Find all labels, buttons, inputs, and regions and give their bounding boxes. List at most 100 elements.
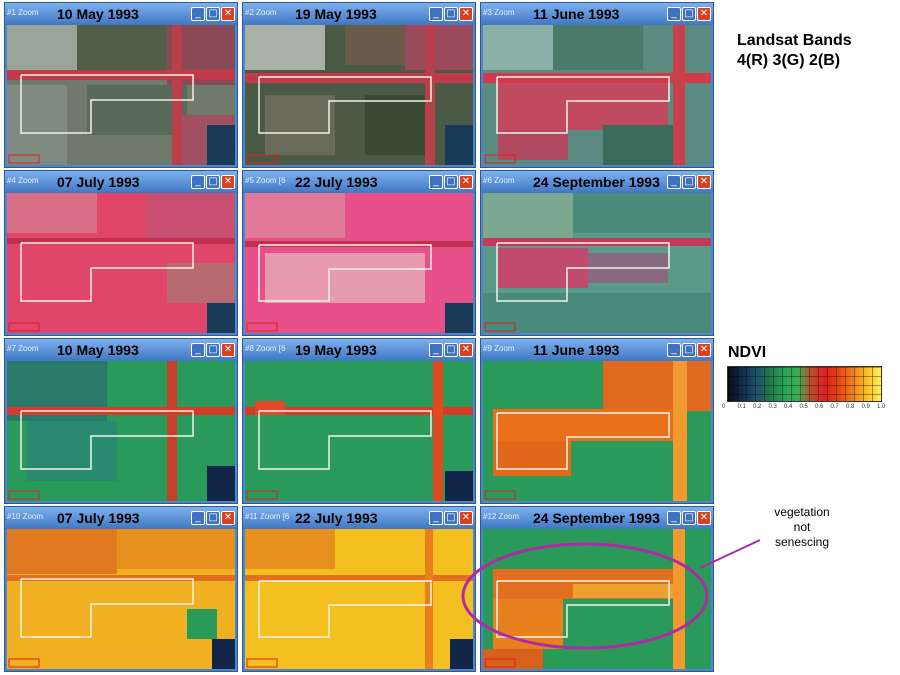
- minimize-button[interactable]: _: [429, 175, 443, 189]
- maximize-button[interactable]: □: [206, 511, 220, 525]
- window-date: 11 June 1993: [533, 342, 620, 358]
- vegetation-annotation: vegetation not senescing: [757, 505, 847, 550]
- close-button[interactable]: ✕: [459, 511, 473, 525]
- window-tag: #12 Zoom: [483, 512, 520, 521]
- close-button[interactable]: ✕: [459, 343, 473, 357]
- window-titlebar[interactable]: #10 Zoom 07 July 1993 _ □ ✕: [5, 507, 237, 529]
- zoom-window-2[interactable]: #2 Zoom 19 May 1993 _ □ ✕: [242, 2, 476, 168]
- close-button[interactable]: ✕: [697, 343, 711, 357]
- zoom-image[interactable]: [245, 25, 473, 165]
- window-titlebar[interactable]: #7 Zoom 10 May 1993 _ □ ✕: [5, 339, 237, 361]
- minimize-button[interactable]: _: [667, 175, 681, 189]
- minimize-button[interactable]: _: [191, 7, 205, 21]
- ndvi-tick-label: 0: [722, 404, 726, 410]
- window-titlebar[interactable]: #11 Zoom [6 22 July 1993 _ □ ✕: [243, 507, 475, 529]
- zoom-window-9[interactable]: #9 Zoom 11 June 1993 _ □ ✕: [480, 338, 714, 504]
- minimize-button[interactable]: _: [429, 7, 443, 21]
- close-button[interactable]: ✕: [697, 511, 711, 525]
- close-button[interactable]: ✕: [459, 175, 473, 189]
- zoom-window-7[interactable]: #7 Zoom 10 May 1993 _ □ ✕: [4, 338, 238, 504]
- window-date: 22 July 1993: [295, 174, 378, 190]
- window-tag: #1 Zoom: [7, 8, 39, 17]
- window-tag: #11 Zoom [6: [245, 512, 290, 521]
- maximize-button[interactable]: □: [682, 511, 696, 525]
- minimize-button[interactable]: _: [429, 343, 443, 357]
- ndvi-tick-label: 1.0: [877, 404, 886, 410]
- window-titlebar[interactable]: #2 Zoom 19 May 1993 _ □ ✕: [243, 3, 475, 25]
- minimize-button[interactable]: _: [667, 7, 681, 21]
- zoom-image[interactable]: [483, 25, 711, 165]
- annotation-line: vegetation: [774, 505, 830, 519]
- zoom-image[interactable]: [483, 193, 711, 333]
- maximize-button[interactable]: □: [682, 7, 696, 21]
- zoom-image[interactable]: [483, 361, 711, 501]
- maximize-button[interactable]: □: [206, 7, 220, 21]
- window-titlebar[interactable]: #1 Zoom 10 May 1993 _ □ ✕: [5, 3, 237, 25]
- window-date: 22 July 1993: [295, 510, 378, 526]
- maximize-button[interactable]: □: [206, 175, 220, 189]
- window-date: 19 May 1993: [295, 342, 377, 358]
- zoom-image[interactable]: [7, 25, 235, 165]
- close-button[interactable]: ✕: [221, 175, 235, 189]
- close-button[interactable]: ✕: [221, 7, 235, 21]
- zoom-window-11[interactable]: #11 Zoom [6 22 July 1993 _ □ ✕: [242, 506, 476, 672]
- close-button[interactable]: ✕: [459, 7, 473, 21]
- close-button[interactable]: ✕: [697, 7, 711, 21]
- zoom-window-8[interactable]: #8 Zoom [6 19 May 1993 _ □ ✕: [242, 338, 476, 504]
- maximize-button[interactable]: □: [444, 175, 458, 189]
- rgb-heading-line2: 4(R) 3(G) 2(B): [737, 52, 841, 69]
- zoom-window-3[interactable]: #3 Zoom 11 June 1993 _ □ ✕: [480, 2, 714, 168]
- window-date: 11 June 1993: [533, 6, 620, 22]
- window-titlebar[interactable]: #4 Zoom 07 July 1993 _ □ ✕: [5, 171, 237, 193]
- maximize-button[interactable]: □: [682, 175, 696, 189]
- minimize-button[interactable]: _: [191, 511, 205, 525]
- window-titlebar[interactable]: #12 Zoom 24 September 1993 _ □ ✕: [481, 507, 713, 529]
- close-button[interactable]: ✕: [221, 511, 235, 525]
- window-tag: #10 Zoom: [7, 512, 44, 521]
- minimize-button[interactable]: _: [429, 511, 443, 525]
- zoom-image[interactable]: [245, 361, 473, 501]
- ndvi-ticks: 0 0.1 0.2 0.3 0.4 0.5 0.6 0.7 0.8 0.9 1.0: [722, 404, 887, 414]
- window-date: 10 May 1993: [57, 342, 139, 358]
- minimize-button[interactable]: _: [667, 511, 681, 525]
- window-date: 24 September 1993: [533, 174, 660, 190]
- maximize-button[interactable]: □: [444, 343, 458, 357]
- zoom-image[interactable]: [7, 361, 235, 501]
- window-titlebar[interactable]: #9 Zoom 11 June 1993 _ □ ✕: [481, 339, 713, 361]
- minimize-button[interactable]: _: [667, 343, 681, 357]
- window-titlebar[interactable]: #6 Zoom 24 September 1993 _ □ ✕: [481, 171, 713, 193]
- maximize-button[interactable]: □: [444, 7, 458, 21]
- zoom-window-10[interactable]: #10 Zoom 07 July 1993 _ □ ✕: [4, 506, 238, 672]
- window-date: 07 July 1993: [57, 510, 140, 526]
- zoom-window-6[interactable]: #6 Zoom 24 September 1993 _ □ ✕: [480, 170, 714, 336]
- callout-line: [699, 539, 761, 569]
- window-titlebar[interactable]: #8 Zoom [6 19 May 1993 _ □ ✕: [243, 339, 475, 361]
- rgb-heading-line1: Landsat Bands: [737, 32, 852, 49]
- maximize-button[interactable]: □: [682, 343, 696, 357]
- close-button[interactable]: ✕: [221, 343, 235, 357]
- ndvi-tick-label: 0.7: [830, 404, 839, 410]
- highlight-ellipse: [461, 542, 709, 650]
- maximize-button[interactable]: □: [206, 343, 220, 357]
- maximize-button[interactable]: □: [444, 511, 458, 525]
- window-titlebar[interactable]: #5 Zoom [6 22 July 1993 _ □ ✕: [243, 171, 475, 193]
- window-tag: #3 Zoom: [483, 8, 515, 17]
- ndvi-tick-label: 0.6: [815, 404, 824, 410]
- zoom-image[interactable]: [7, 529, 235, 669]
- window-date: 07 July 1993: [57, 174, 140, 190]
- zoom-window-1[interactable]: #1 Zoom 10 May 1993 _ □ ✕: [4, 2, 238, 168]
- close-button[interactable]: ✕: [697, 175, 711, 189]
- zoom-window-12[interactable]: #12 Zoom 24 September 1993 _ □ ✕: [480, 506, 714, 672]
- window-tag: #5 Zoom [6: [245, 176, 286, 185]
- ndvi-tick-label: 0.4: [784, 404, 793, 410]
- minimize-button[interactable]: _: [191, 343, 205, 357]
- zoom-image[interactable]: [7, 193, 235, 333]
- zoom-image[interactable]: [245, 193, 473, 333]
- zoom-image[interactable]: [245, 529, 473, 669]
- ndvi-tick-label: 0.8: [846, 404, 855, 410]
- window-titlebar[interactable]: #3 Zoom 11 June 1993 _ □ ✕: [481, 3, 713, 25]
- zoom-window-5[interactable]: #5 Zoom [6 22 July 1993 _ □ ✕: [242, 170, 476, 336]
- zoom-window-4[interactable]: #4 Zoom 07 July 1993 _ □ ✕: [4, 170, 238, 336]
- window-tag: #9 Zoom: [483, 344, 515, 353]
- minimize-button[interactable]: _: [191, 175, 205, 189]
